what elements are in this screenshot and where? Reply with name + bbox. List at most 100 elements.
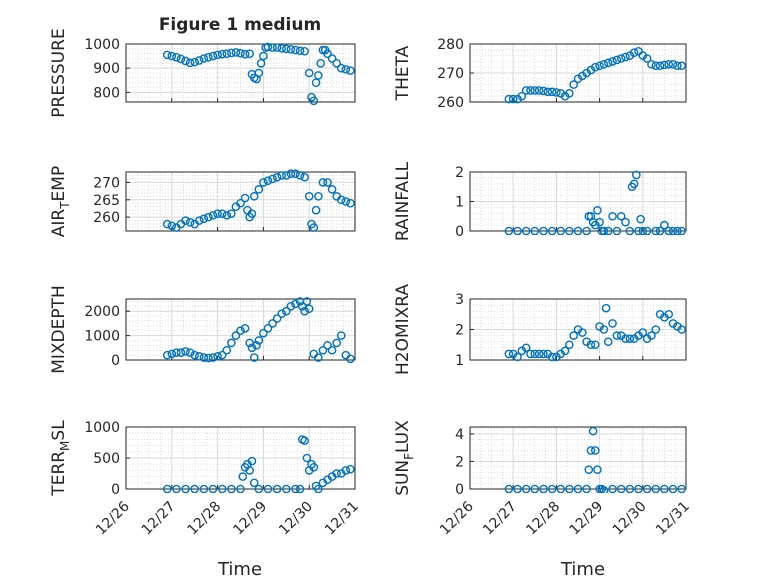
y-tick-label: 0 bbox=[111, 353, 120, 369]
data-point bbox=[625, 226, 635, 235]
data-point bbox=[521, 343, 531, 353]
data-point bbox=[547, 226, 557, 235]
data-point bbox=[208, 51, 218, 61]
data-point bbox=[599, 60, 609, 69]
data-point bbox=[272, 43, 282, 52]
data-point bbox=[336, 331, 346, 340]
data-markers bbox=[162, 42, 355, 106]
data-point bbox=[534, 86, 544, 95]
data-point bbox=[560, 346, 570, 356]
data-point bbox=[185, 218, 195, 227]
x-axis-label-left: Time bbox=[217, 559, 262, 580]
data-point bbox=[608, 319, 617, 328]
data-point bbox=[677, 61, 686, 71]
data-point bbox=[547, 87, 557, 97]
data-point bbox=[323, 178, 332, 187]
data-point bbox=[664, 309, 674, 319]
data-point bbox=[238, 472, 248, 481]
data-point bbox=[647, 331, 656, 340]
data-point bbox=[664, 226, 674, 235]
data-point bbox=[651, 325, 661, 334]
data-markers bbox=[162, 169, 355, 232]
y-axis-label: H2OMIXRA bbox=[393, 284, 413, 375]
data-point bbox=[642, 54, 652, 63]
axes-box bbox=[125, 43, 356, 103]
data-point bbox=[595, 217, 604, 227]
data-point bbox=[599, 226, 609, 235]
data-markers bbox=[504, 170, 686, 235]
data-point bbox=[327, 54, 337, 63]
y-tick-label: 1000 bbox=[84, 329, 120, 345]
data-point bbox=[314, 484, 323, 493]
data-point bbox=[295, 484, 305, 493]
data-point bbox=[181, 484, 190, 493]
y-tick-label: 265 bbox=[93, 193, 120, 209]
data-point bbox=[240, 49, 250, 59]
subplot-rainfall: 0 1 2 RAINFALL bbox=[393, 161, 687, 241]
data-point bbox=[162, 484, 172, 493]
data-point bbox=[616, 54, 626, 63]
data-point bbox=[586, 446, 596, 455]
data-point bbox=[162, 350, 172, 360]
data-markers bbox=[162, 435, 355, 493]
data-point bbox=[513, 352, 522, 362]
data-point bbox=[599, 486, 609, 493]
y-tick-label: 2 bbox=[455, 165, 464, 181]
data-point bbox=[314, 191, 323, 201]
data-point bbox=[612, 226, 622, 235]
data-point bbox=[208, 353, 218, 362]
data-point bbox=[504, 349, 514, 359]
data-point bbox=[651, 61, 661, 71]
data-point bbox=[677, 325, 686, 334]
axes-box bbox=[125, 298, 356, 361]
y-axis-label: AIRTEMP bbox=[49, 166, 72, 237]
y-tick-label: 260 bbox=[437, 95, 464, 111]
data-point bbox=[590, 62, 600, 72]
data-point bbox=[668, 60, 678, 69]
y-tick-label: 900 bbox=[93, 61, 120, 77]
data-point bbox=[543, 87, 553, 97]
y-axis-label: TERRMSL bbox=[49, 420, 72, 497]
data-point bbox=[194, 56, 204, 65]
data-point bbox=[547, 484, 557, 493]
data-point bbox=[190, 484, 199, 493]
data-point bbox=[530, 349, 540, 359]
data-point bbox=[259, 178, 268, 187]
y-axis-label: SUNFLUX bbox=[393, 420, 416, 496]
data-point bbox=[236, 198, 245, 208]
data-point bbox=[593, 465, 602, 475]
data-point bbox=[281, 44, 291, 54]
data-point bbox=[272, 314, 282, 323]
data-point bbox=[634, 46, 643, 56]
data-point bbox=[204, 353, 213, 363]
y-tick-label: 500 bbox=[93, 451, 120, 467]
y-tick-label: 2 bbox=[455, 454, 464, 470]
data-point bbox=[217, 209, 227, 218]
x-tick-label: 12/30 bbox=[610, 499, 650, 539]
data-point bbox=[199, 353, 209, 362]
data-point bbox=[295, 46, 305, 56]
data-point bbox=[517, 91, 527, 101]
data-point bbox=[655, 61, 665, 71]
axes-box bbox=[469, 171, 687, 232]
data-point bbox=[660, 60, 669, 70]
data-point bbox=[181, 56, 190, 66]
data-point bbox=[199, 484, 209, 493]
data-point bbox=[578, 328, 587, 337]
x-tick-label: 12/26 bbox=[93, 498, 133, 538]
data-point bbox=[603, 226, 613, 235]
data-point bbox=[300, 46, 309, 56]
data-point bbox=[521, 226, 531, 235]
data-point bbox=[254, 336, 264, 345]
data-point bbox=[302, 453, 312, 463]
data-point bbox=[272, 172, 282, 182]
data-point bbox=[341, 65, 351, 74]
y-tick-label: 270 bbox=[437, 66, 464, 82]
data-point bbox=[194, 352, 204, 361]
x-tick-label: 12/31 bbox=[322, 499, 362, 539]
data-point bbox=[346, 354, 355, 364]
data-point bbox=[521, 86, 531, 95]
data-point bbox=[621, 217, 630, 227]
